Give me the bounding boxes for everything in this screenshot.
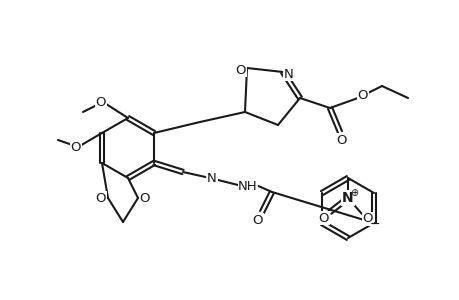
Text: O: O [362,212,372,226]
Text: O: O [95,95,106,109]
Text: O: O [252,214,263,226]
Text: N: N [341,191,353,205]
Text: O: O [336,134,347,146]
Text: O: O [140,191,150,205]
Text: −: − [369,218,380,230]
Text: N: N [207,172,216,184]
Text: ⊕: ⊕ [349,188,357,198]
Text: O: O [235,64,246,76]
Text: O: O [71,140,81,154]
Text: O: O [318,212,329,224]
Text: O: O [357,88,368,101]
Text: O: O [95,191,106,205]
Text: NH: NH [238,179,257,193]
Text: N: N [284,68,293,80]
